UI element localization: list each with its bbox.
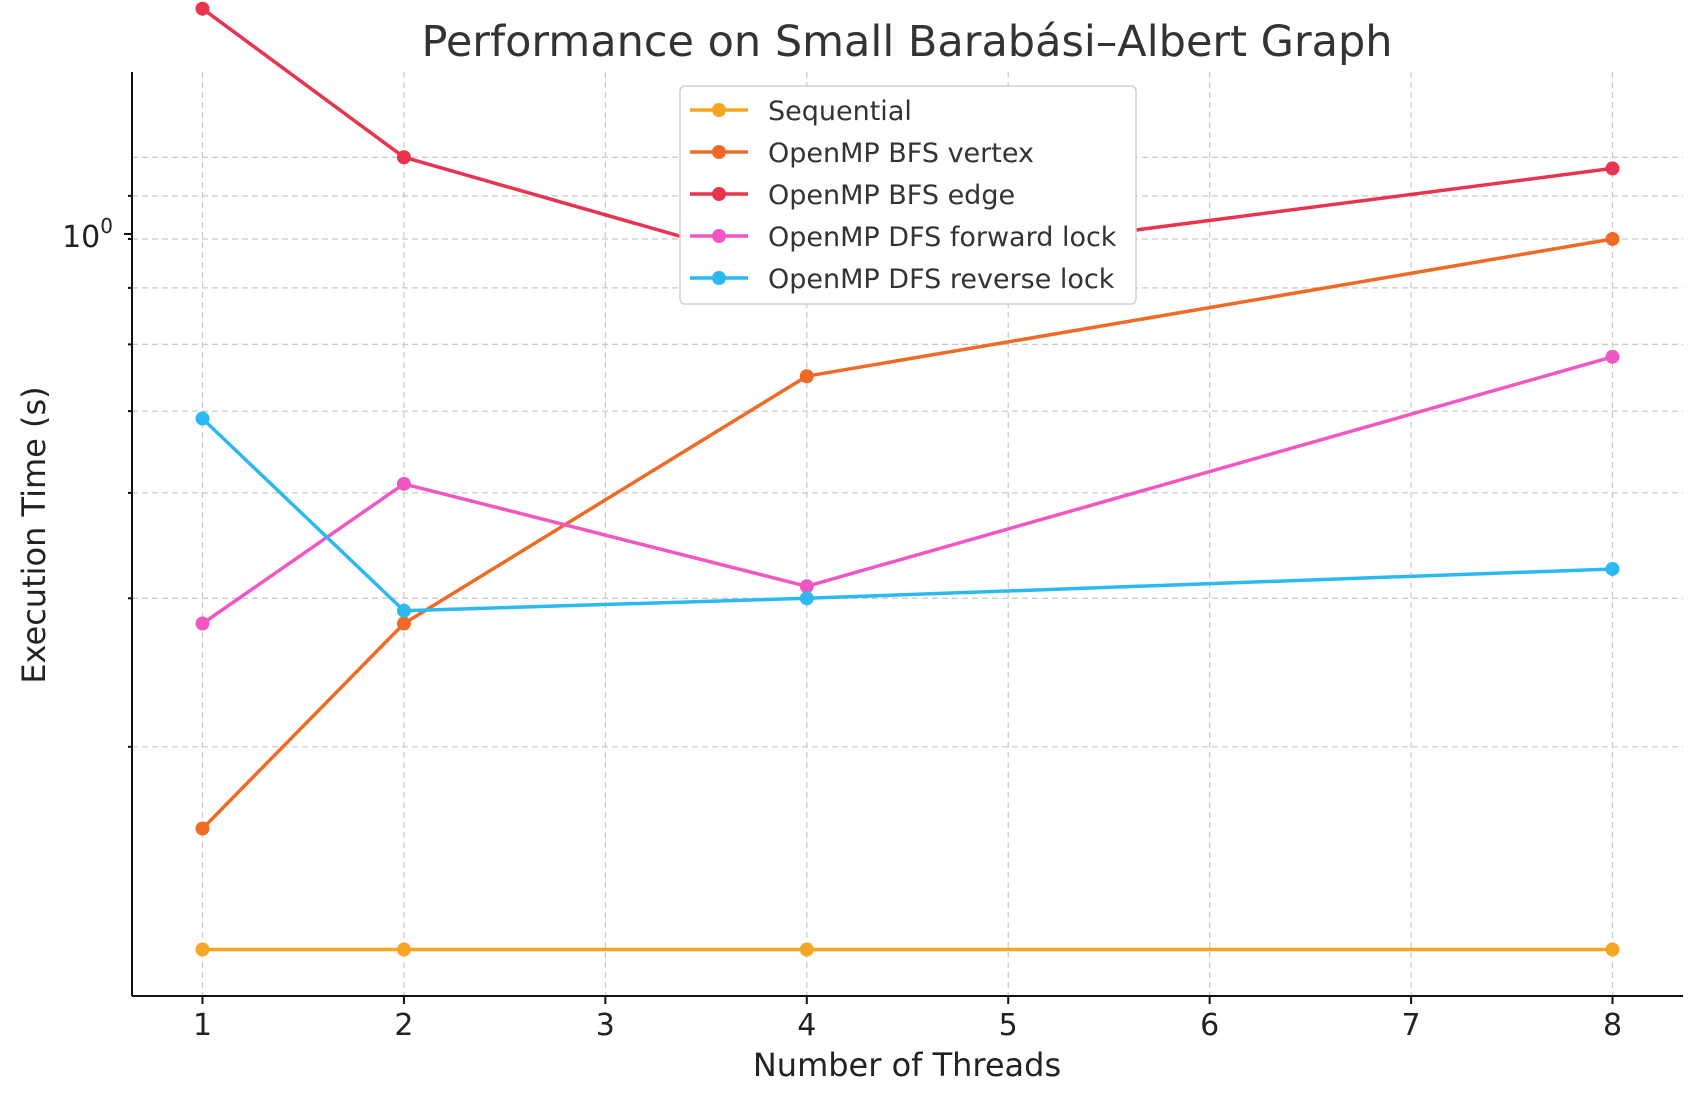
legend-label: OpenMP DFS forward lock [768,222,1117,253]
x-tick-label: 3 [596,1008,615,1043]
legend-entry-3: OpenMP DFS forward lock [690,222,1117,253]
legend: Sequential OpenMP BFS vertex OpenMP BFS ed… [679,85,1137,305]
series-3 [195,349,1620,631]
x-tick-label: 1 [193,1008,212,1043]
data-point [195,1,210,16]
series-1 [195,231,1620,836]
x-tick-label: 5 [999,1008,1018,1043]
legend-label: OpenMP DFS reverse lock [768,264,1115,295]
data-point [1605,231,1620,246]
data-point [195,616,210,631]
series-line [201,237,1613,830]
data-point [396,476,411,491]
series-line [201,355,1613,626]
data-point [1605,349,1620,364]
axes [131,72,1683,997]
data-point [799,942,814,957]
data-point [799,369,814,384]
legend-label: OpenMP BFS edge [768,180,1015,211]
y-tick-base: 10 [62,220,100,255]
legend-entry-4: OpenMP DFS reverse lock [690,264,1115,295]
legend-label: Sequential [768,96,912,127]
data-point [396,603,411,618]
x-tick-label: 7 [1402,1008,1421,1043]
y-axis-ticks: 100 [62,194,132,748]
data-point [799,591,814,606]
legend-entry-0: Sequential [690,96,912,127]
x-tick-label: 8 [1603,1008,1622,1043]
legend-marker [712,187,726,201]
x-tick-label: 6 [1200,1008,1219,1043]
data-point [195,821,210,836]
series-group [195,1,1620,957]
chart-title: Performance on Small Barabási–Albert Gra… [421,17,1392,67]
y-tick-exponent: 0 [100,214,113,238]
series-line [201,7,1613,275]
x-tick-label: 4 [797,1008,816,1043]
series-line [201,417,1613,613]
legend-label: OpenMP BFS vertex [768,138,1034,169]
data-point [396,942,411,957]
data-point [195,411,210,426]
y-axis-label: Execution Time (s) [15,386,53,683]
data-point [1605,942,1620,957]
legend-entry-1: OpenMP BFS vertex [690,138,1034,169]
x-axis-ticks: 1 2 3 4 5 6 7 8 [193,996,1622,1043]
legend-marker [712,271,726,285]
series-4 [195,411,1620,618]
data-point [396,616,411,631]
data-point [799,579,814,594]
series-0 [195,942,1620,957]
data-point [396,150,411,165]
legend-marker [712,103,726,117]
legend-marker [712,229,726,243]
x-tick-label: 2 [394,1008,413,1043]
data-point [195,942,210,957]
x-axis-label: Number of Threads [753,1046,1061,1084]
legend-box [679,85,1137,305]
legend-marker [712,145,726,159]
data-point [1605,161,1620,176]
legend-entry-2: OpenMP BFS edge [690,180,1015,211]
data-point [1605,561,1620,576]
y-tick-label-major: 100 [62,214,113,255]
